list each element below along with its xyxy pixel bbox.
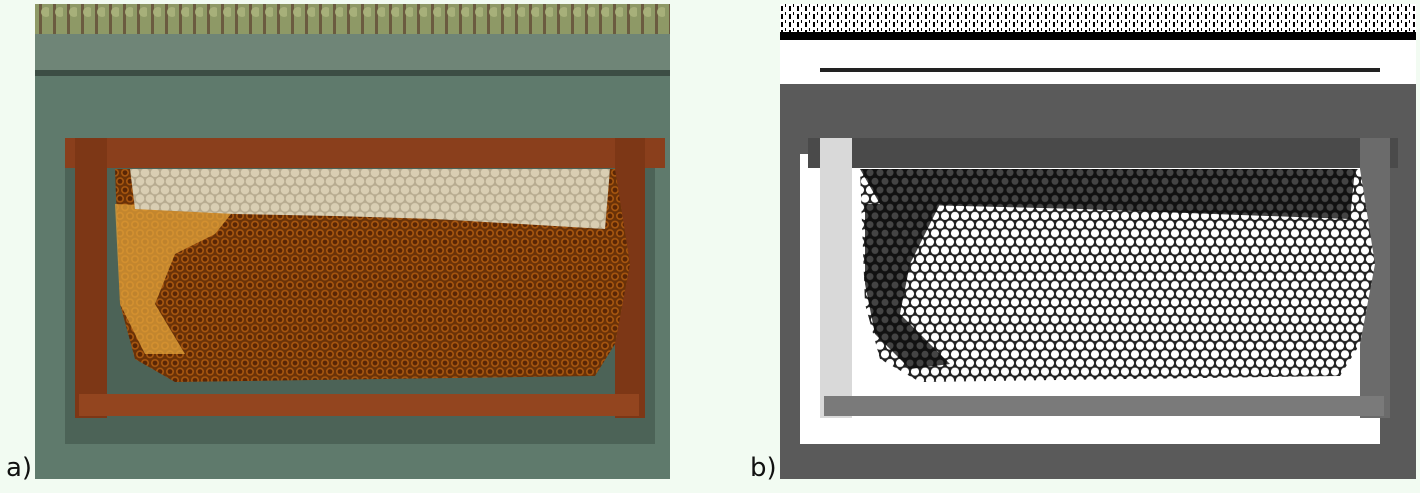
- binarized-photo: [780, 4, 1416, 479]
- panel-label-a: a): [6, 453, 33, 483]
- honeycomb-photo: [35, 4, 670, 479]
- panel-label-b: b): [750, 453, 777, 483]
- photo-panel-a: [35, 4, 670, 479]
- photo-panel-b: [780, 4, 1416, 479]
